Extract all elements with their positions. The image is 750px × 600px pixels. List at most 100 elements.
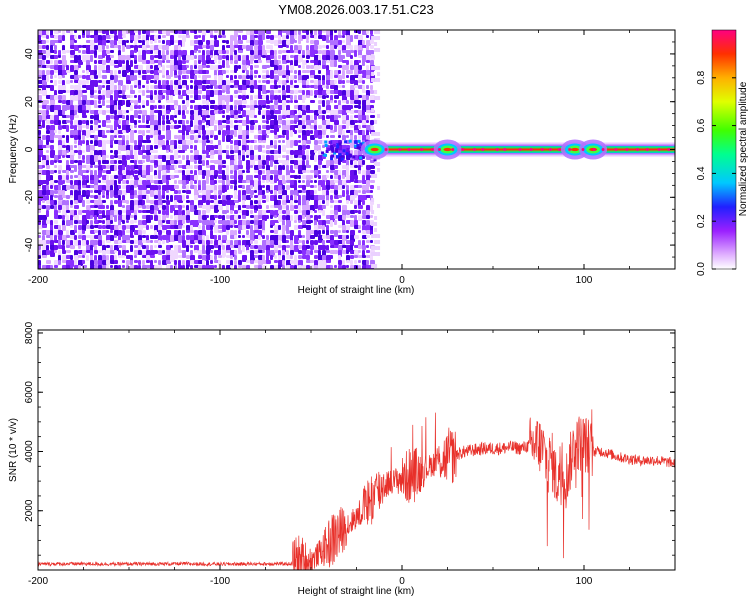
spectrogram-cell bbox=[302, 120, 305, 125]
spectrogram-cell bbox=[254, 195, 258, 198]
spectrogram-cell bbox=[114, 110, 117, 115]
spectrogram-cell bbox=[138, 150, 143, 155]
spectrogram-cell bbox=[54, 130, 57, 133]
spectrogram-cell bbox=[146, 80, 149, 84]
spectrogram-cell bbox=[202, 135, 206, 140]
spectrogram-cell bbox=[202, 130, 206, 135]
spectrogram-cell bbox=[86, 120, 89, 126]
spectrogram-cell bbox=[230, 50, 233, 56]
spectrogram-cell bbox=[238, 225, 243, 230]
spectrogram-cell bbox=[94, 185, 98, 190]
spectrogram-cell bbox=[286, 75, 289, 80]
spectrogram-cell bbox=[122, 100, 125, 105]
spectrogram-cell bbox=[102, 160, 107, 164]
spectrogram-cell bbox=[282, 265, 285, 269]
spectrogram-cell bbox=[202, 75, 207, 80]
spectrogram-cell bbox=[254, 35, 258, 38]
spectrogram-cell bbox=[202, 145, 205, 151]
spectrogram-cell bbox=[254, 40, 259, 45]
spectrogram-cell bbox=[278, 170, 282, 175]
spectrogram-cell bbox=[246, 80, 250, 85]
spectrogram-cell bbox=[250, 210, 253, 214]
spectrogram-cell bbox=[242, 200, 245, 206]
spectrogram-cell bbox=[70, 55, 75, 58]
spectrogram-cell bbox=[62, 245, 65, 251]
spectrogram-cell bbox=[38, 175, 41, 181]
spectrogram-cell bbox=[134, 170, 138, 174]
spectrogram-cell bbox=[70, 235, 75, 239]
spectrogram-cell bbox=[98, 45, 102, 52]
spectrogram-cell bbox=[214, 235, 217, 240]
spectrogram-cell bbox=[62, 95, 66, 101]
spectrogram-cell bbox=[150, 95, 153, 100]
spectrogram-cell bbox=[354, 170, 357, 176]
spectrogram-cell bbox=[366, 250, 370, 253]
spectrogram-cell bbox=[198, 90, 202, 94]
spectrogram-cell bbox=[162, 65, 165, 71]
spectrogram-cell bbox=[282, 75, 286, 78]
spectrogram-cell bbox=[218, 245, 221, 251]
spectrogram-cell bbox=[270, 245, 274, 248]
spectrogram-cell bbox=[110, 180, 115, 185]
spectrogram-cell bbox=[174, 85, 179, 91]
spectrogram-cell bbox=[182, 180, 187, 185]
spectrogram-cell bbox=[178, 235, 182, 241]
spectrogram-cell bbox=[254, 30, 259, 34]
spectrogram-cell bbox=[254, 80, 257, 86]
spectrogram-cell bbox=[46, 145, 50, 148]
spectrogram-cell bbox=[238, 65, 241, 69]
spectrogram-cell bbox=[366, 245, 369, 248]
spectrogram-cell bbox=[198, 60, 201, 64]
spectrogram-cell bbox=[346, 235, 349, 239]
spectrogram-cell bbox=[302, 205, 307, 210]
spectrogram-cell bbox=[202, 205, 207, 209]
spectrogram-cell bbox=[226, 90, 230, 94]
spectrogram-cell bbox=[218, 170, 223, 174]
spectrogram-cell bbox=[190, 175, 195, 181]
spectrogram-cell bbox=[286, 260, 291, 266]
spectrogram-cell bbox=[126, 80, 131, 84]
spectrogram-cell bbox=[154, 35, 159, 40]
spectrogram-cell bbox=[342, 65, 347, 70]
spectrogram-cell bbox=[110, 165, 115, 171]
spectrogram-cell bbox=[298, 240, 302, 243]
spectrogram-cell bbox=[294, 70, 297, 74]
spectrogram-cell bbox=[58, 60, 62, 64]
spectrogram-cell bbox=[86, 80, 89, 84]
spectrogram-cell bbox=[82, 70, 85, 73]
spectrogram-cell bbox=[350, 90, 354, 96]
spectrogram-cell bbox=[186, 135, 190, 139]
spectrogram-cell bbox=[118, 235, 121, 241]
spectrogram-cell bbox=[254, 245, 258, 249]
spectrogram-cell bbox=[146, 50, 151, 54]
spectrogram-cell bbox=[350, 250, 355, 254]
spectrogram-cell bbox=[78, 95, 81, 101]
spectrogram-cell bbox=[198, 135, 201, 138]
spectrogram-cell bbox=[38, 145, 43, 150]
spectrogram-cell bbox=[234, 75, 237, 79]
spectrogram-cell bbox=[178, 215, 183, 220]
spectrogram-cell bbox=[178, 190, 181, 194]
spectrogram-cell bbox=[86, 250, 91, 253]
spectrogram-cell bbox=[126, 170, 130, 176]
spectrogram-cell bbox=[274, 235, 279, 240]
spectrogram-cell bbox=[146, 145, 151, 150]
spectrogram-cell bbox=[210, 195, 215, 199]
spectrogram-cell bbox=[190, 30, 195, 33]
spectrogram-cell bbox=[194, 35, 198, 39]
spectrogram-cell bbox=[230, 115, 235, 118]
spectrogram-cell bbox=[322, 250, 326, 256]
spectrogram-cell bbox=[346, 80, 350, 83]
spectrogram-cell bbox=[234, 150, 239, 153]
spectrogram-cell bbox=[50, 265, 53, 269]
spectrogram-cell bbox=[266, 100, 270, 104]
spectrogram-cell bbox=[134, 165, 139, 169]
spectrogram-cell bbox=[114, 200, 118, 204]
spectrogram-cell bbox=[70, 135, 74, 138]
spectrogram-cell bbox=[226, 145, 229, 149]
spectrogram-cell bbox=[102, 255, 106, 261]
spectrogram-cell bbox=[250, 85, 254, 90]
spectrogram-cell bbox=[74, 140, 77, 144]
spectrogram-cell bbox=[154, 235, 158, 239]
spectrogram-cell bbox=[170, 165, 175, 170]
